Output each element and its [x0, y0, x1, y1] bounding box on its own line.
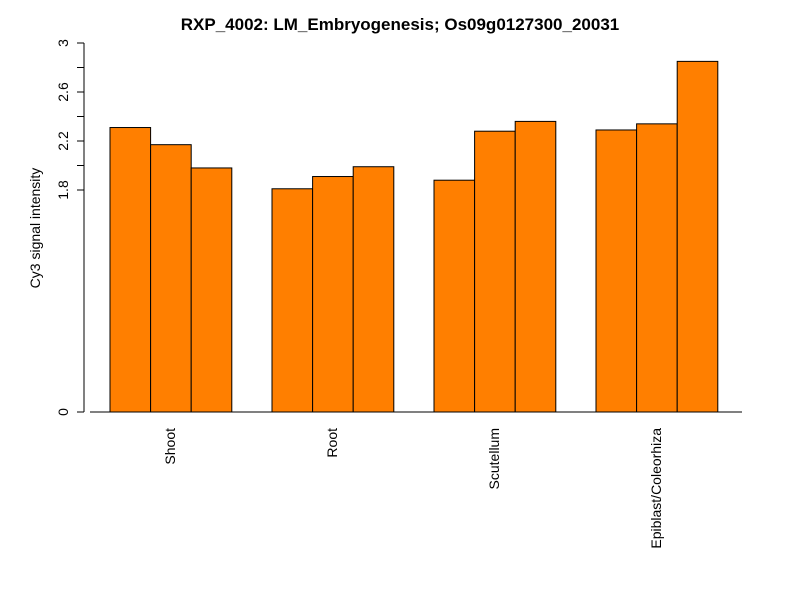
bar-0-2 [190, 167, 233, 413]
bar-2-2 [514, 120, 557, 413]
bars-group [109, 60, 719, 413]
y-axis: 0 1.8 2.2 2.6 3 [55, 39, 85, 416]
chart-title: RXP_4002: LM_Embryogenesis; Os09g0127300… [181, 15, 619, 34]
bar-3-1 [636, 123, 678, 413]
x-axis: Shoot Root Scutellum Epiblast/Coleorhiza [90, 411, 742, 549]
bar-3-2 [676, 60, 719, 413]
x-tick-label-2: Scutellum [486, 428, 502, 489]
y-tick-label-3: 2.6 [55, 82, 71, 102]
bar-1-0 [271, 188, 314, 413]
bar-3-0 [595, 129, 638, 413]
y-tick-label-0: 0 [55, 408, 71, 416]
bar-1-2 [352, 166, 395, 413]
bar-1-1 [312, 176, 354, 413]
y-axis-label: Cy3 signal intensity [27, 168, 43, 289]
y-tick-label-4: 3 [55, 39, 71, 47]
bar-2-1 [474, 130, 516, 413]
bar-2-0 [433, 179, 476, 413]
bar-0-1 [150, 144, 192, 413]
y-tick-label-1: 1.8 [55, 180, 71, 200]
x-tick-label-0: Shoot [162, 428, 178, 465]
y-tick-label-2: 2.2 [55, 131, 71, 151]
x-tick-label-1: Root [324, 428, 340, 458]
bar-0-0 [109, 127, 152, 413]
x-tick-label-3: Epiblast/Coleorhiza [648, 428, 664, 549]
